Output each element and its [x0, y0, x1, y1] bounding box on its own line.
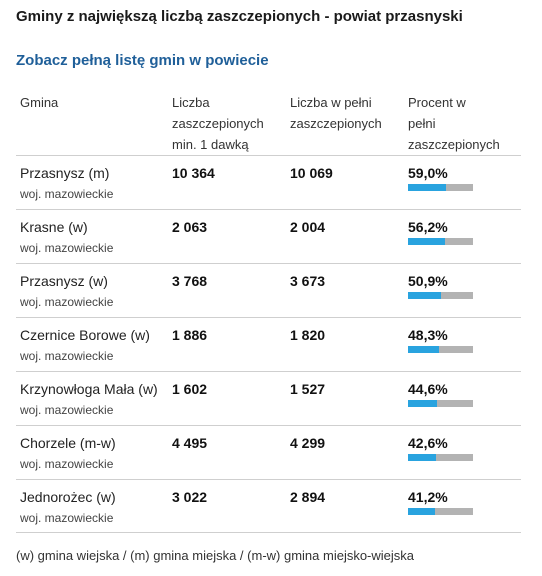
full-list-link[interactable]: Zobacz pełną listę gmin w powiecie	[16, 52, 269, 69]
table-row: Jednorożec (w) woj. mazowieckie 3 022 2 …	[16, 479, 521, 533]
column-header-full-line: zaszczepionych	[290, 116, 382, 131]
gmina-name: Krasne (w)	[20, 219, 88, 235]
percent-bar-fill	[408, 454, 436, 461]
voivodeship-label: woj. mazowieckie	[20, 457, 114, 471]
dose1-count: 1 602	[172, 381, 208, 397]
percent-bar-fill	[408, 184, 447, 191]
full-count: 1 527	[290, 381, 326, 397]
gmina-name: Jednorożec (w)	[20, 489, 116, 505]
column-header-full-line: Liczba w pełni	[290, 95, 372, 110]
percent-bar	[408, 184, 473, 191]
dose1-count: 4 495	[172, 435, 208, 451]
dose1-count: 3 768	[172, 273, 208, 289]
table-row: Przasnysz (w) woj. mazowieckie 3 768 3 6…	[16, 263, 521, 317]
table-row: Chorzele (m-w) woj. mazowieckie 4 495 4 …	[16, 425, 521, 479]
table-row: Czernice Borowe (w) woj. mazowieckie 1 8…	[16, 317, 521, 371]
percent-bar-fill	[408, 238, 445, 245]
percent-bar	[408, 346, 473, 353]
voivodeship-label: woj. mazowieckie	[20, 187, 114, 201]
voivodeship-label: woj. mazowieckie	[20, 349, 114, 363]
percent-bar	[408, 238, 473, 245]
gmina-name: Chorzele (m-w)	[20, 435, 116, 451]
full-count: 10 069	[290, 165, 333, 181]
gmina-name: Czernice Borowe (w)	[20, 327, 150, 343]
full-count: 2 004	[290, 219, 326, 235]
full-count: 2 894	[290, 489, 326, 505]
percent-bar-fill	[408, 508, 435, 515]
table-body: Przasnysz (m) woj. mazowieckie 10 364 10…	[16, 155, 521, 533]
percent-value: 56,2%	[408, 219, 448, 235]
percent-value: 50,9%	[408, 273, 448, 289]
full-count: 4 299	[290, 435, 326, 451]
gmina-name: Przasnysz (m)	[20, 165, 110, 181]
column-header-percent-line: pełni	[408, 116, 436, 131]
voivodeship-label: woj. mazowieckie	[20, 241, 114, 255]
percent-value: 42,6%	[408, 435, 448, 451]
percent-bar-fill	[408, 346, 440, 353]
percent-bar	[408, 508, 473, 515]
percent-bar-fill	[408, 400, 437, 407]
dose1-count: 1 886	[172, 327, 208, 343]
page-title: Gminy z największą liczbą zaszczepionych…	[16, 8, 463, 25]
percent-bar	[408, 292, 473, 299]
column-header-percent: Procent w pełni zaszczepionych	[408, 92, 518, 155]
gmina-name: Przasnysz (w)	[20, 273, 108, 289]
legend-footnote: (w) gmina wiejska / (m) gmina miejska / …	[16, 548, 415, 563]
full-count: 3 673	[290, 273, 326, 289]
column-header-full: Liczba w pełni zaszczepionych	[290, 92, 398, 134]
dose1-count: 10 364	[172, 165, 215, 181]
dose1-count: 3 022	[172, 489, 208, 505]
table-row: Krasne (w) woj. mazowieckie 2 063 2 004 …	[16, 209, 521, 263]
column-header-dose1: Liczba zaszczepionych min. 1 dawką	[172, 92, 284, 155]
table-row: Krzynowłoga Mała (w) woj. mazowieckie 1 …	[16, 371, 521, 425]
voivodeship-label: woj. mazowieckie	[20, 511, 114, 525]
dose1-count: 2 063	[172, 219, 208, 235]
column-header-percent-line: Procent w	[408, 95, 466, 110]
column-header-dose1-line: Liczba	[172, 95, 210, 110]
column-header-dose1-line: min. 1 dawką	[172, 137, 249, 152]
percent-value: 48,3%	[408, 327, 448, 343]
gmina-name: Krzynowłoga Mała (w)	[20, 381, 158, 397]
full-count: 1 820	[290, 327, 326, 343]
percent-value: 59,0%	[408, 165, 448, 181]
voivodeship-label: woj. mazowieckie	[20, 403, 114, 417]
percent-bar-fill	[408, 292, 442, 299]
table-row: Przasnysz (m) woj. mazowieckie 10 364 10…	[16, 155, 521, 209]
column-header-percent-line: zaszczepionych	[408, 137, 500, 152]
column-header-gmina: Gmina	[20, 95, 59, 110]
percent-bar	[408, 454, 473, 461]
voivodeship-label: woj. mazowieckie	[20, 295, 114, 309]
column-header-dose1-line: zaszczepionych	[172, 116, 264, 131]
percent-bar	[408, 400, 473, 407]
percent-value: 44,6%	[408, 381, 448, 397]
percent-value: 41,2%	[408, 489, 448, 505]
